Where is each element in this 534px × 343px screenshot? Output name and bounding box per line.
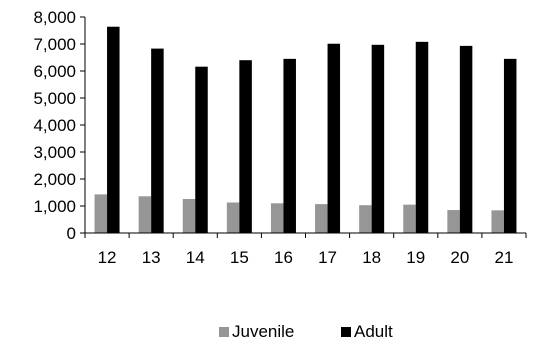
bar-juvenile-18 bbox=[359, 205, 372, 233]
y-tick-label: 1,000 bbox=[33, 197, 76, 216]
legend: Juvenile Adult bbox=[219, 322, 393, 341]
bar-adult-15 bbox=[239, 60, 252, 234]
x-tick-label: 19 bbox=[406, 248, 425, 267]
bar-adult-13 bbox=[151, 48, 164, 234]
legend-swatch-juvenile bbox=[219, 327, 229, 337]
bar-adult-20 bbox=[459, 45, 473, 233]
y-tick-label: 0 bbox=[67, 224, 76, 243]
bar-adult-16 bbox=[283, 58, 296, 233]
bar-juvenile-17 bbox=[315, 204, 328, 233]
bar-adult-14 bbox=[195, 66, 208, 234]
bar-adult-18 bbox=[371, 44, 385, 234]
y-tick-label: 6,000 bbox=[33, 62, 76, 81]
y-tick-label: 7,000 bbox=[33, 35, 76, 54]
y-axis: 0 1,000 2,000 3,000 4,000 5,000 6,000 7,000 8,00… bbox=[33, 8, 86, 243]
bar-juvenile-14 bbox=[182, 198, 196, 233]
bar-adult-19 bbox=[415, 41, 429, 234]
x-tick-label: 12 bbox=[98, 248, 117, 267]
x-tick-label: 15 bbox=[230, 248, 249, 267]
bar-juvenile-21 bbox=[491, 210, 504, 233]
y-tick-label: 4,000 bbox=[33, 116, 76, 135]
legend-label-juvenile: Juvenile bbox=[232, 322, 294, 341]
bar-juvenile-12 bbox=[94, 194, 108, 233]
y-tick-label: 8,000 bbox=[33, 8, 76, 27]
x-tick-label: 20 bbox=[450, 248, 469, 267]
x-tick-label: 13 bbox=[142, 248, 161, 267]
x-tick-label: 18 bbox=[362, 248, 381, 267]
x-tick-label: 14 bbox=[186, 248, 205, 267]
x-tick-label: 21 bbox=[494, 248, 513, 267]
bar-juvenile-20 bbox=[447, 210, 460, 233]
x-axis: 12 13 14 15 16 17 18 19 20 21 bbox=[84, 232, 527, 267]
bar-adult-12 bbox=[107, 26, 120, 233]
y-tick-label: 3,000 bbox=[33, 143, 76, 162]
legend-label-adult: Adult bbox=[354, 322, 393, 341]
y-tick-label: 5,000 bbox=[33, 89, 76, 108]
bar-juvenile-13 bbox=[138, 196, 152, 233]
bar-juvenile-19 bbox=[403, 204, 416, 233]
bar-juvenile-15 bbox=[226, 202, 240, 233]
y-tick-label: 2,000 bbox=[33, 170, 76, 189]
bar-juvenile-16 bbox=[270, 203, 284, 233]
x-tick-label: 17 bbox=[318, 248, 337, 267]
bars bbox=[94, 26, 517, 234]
x-tick-label: 16 bbox=[274, 248, 293, 267]
bar-adult-17 bbox=[327, 43, 341, 234]
legend-swatch-adult bbox=[341, 327, 351, 337]
bar-adult-21 bbox=[503, 58, 517, 233]
